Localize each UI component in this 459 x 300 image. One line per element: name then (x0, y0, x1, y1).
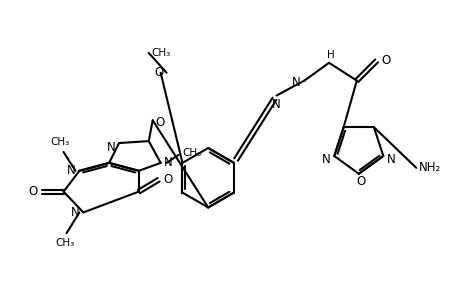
Text: CH₃: CH₃ (50, 137, 69, 147)
Text: N: N (321, 153, 330, 167)
Text: O: O (154, 66, 163, 79)
Text: O: O (355, 175, 364, 188)
Text: N: N (71, 206, 80, 219)
Text: N: N (106, 140, 115, 154)
Text: N: N (272, 98, 280, 111)
Text: CH₃: CH₃ (151, 48, 170, 58)
Text: O: O (380, 54, 389, 67)
Text: N: N (291, 76, 300, 89)
Text: N: N (164, 156, 173, 170)
Text: N: N (386, 153, 395, 167)
Text: NH₂: NH₂ (418, 161, 440, 174)
Text: O: O (155, 116, 164, 129)
Text: CH₃: CH₃ (182, 148, 202, 158)
Text: H: H (326, 50, 334, 60)
Text: N: N (67, 164, 76, 177)
Text: O: O (28, 185, 37, 198)
Text: O: O (162, 173, 172, 186)
Text: CH₃: CH₃ (55, 238, 74, 248)
